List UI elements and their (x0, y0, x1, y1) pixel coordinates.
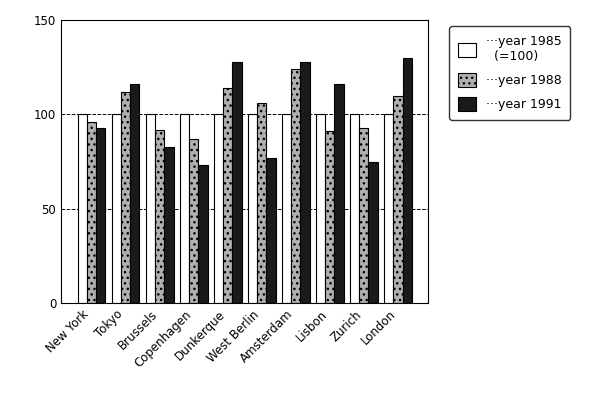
Bar (146, 114, 155, 303)
Bar (384, 114, 394, 303)
Bar (180, 114, 189, 303)
Bar (403, 58, 412, 303)
Bar (266, 158, 275, 303)
Bar (394, 96, 403, 303)
Bar (112, 114, 121, 303)
Bar (359, 128, 368, 303)
Bar (223, 88, 233, 303)
Bar (87, 122, 96, 303)
Bar (198, 165, 207, 303)
Bar (96, 128, 105, 303)
Bar (316, 114, 325, 303)
Bar (335, 84, 344, 303)
Bar (233, 62, 242, 303)
Bar (155, 130, 165, 303)
Bar (214, 114, 223, 303)
Bar (291, 69, 300, 303)
Bar (248, 114, 257, 303)
Bar (325, 131, 335, 303)
Legend: ···year 1985
  (=100), ···year 1988, ···year 1991: ···year 1985 (=100), ···year 1988, ···ye… (449, 26, 570, 120)
Bar (350, 114, 359, 303)
Bar (300, 62, 310, 303)
Bar (282, 114, 291, 303)
Bar (78, 114, 87, 303)
Bar (121, 92, 130, 303)
Bar (368, 162, 378, 303)
Bar (130, 84, 140, 303)
Bar (165, 147, 174, 303)
Bar (257, 103, 266, 303)
Bar (189, 139, 198, 303)
